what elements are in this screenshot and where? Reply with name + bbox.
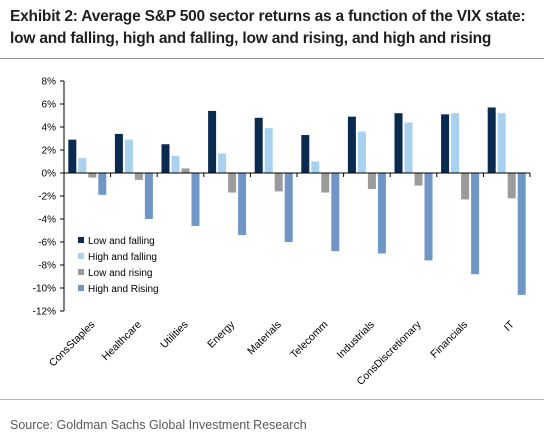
bar-high-and-falling — [404, 122, 413, 173]
bar-low-and-rising — [228, 173, 237, 193]
x-tick-label: ConsStaples — [47, 319, 98, 370]
footer-divider — [0, 399, 544, 400]
bar-low-and-falling — [161, 144, 170, 173]
bar-high-and-rising — [517, 173, 526, 295]
bar-low-and-rising — [367, 173, 376, 190]
bars — [68, 107, 526, 295]
y-tick-label: -2% — [38, 192, 56, 203]
bar-low-and-rising — [321, 173, 330, 193]
bar-high-and-falling — [124, 139, 133, 173]
bar-high-and-rising — [377, 173, 386, 254]
legend-swatch — [78, 285, 84, 291]
x-axis — [63, 172, 531, 177]
bar-chart: 8% 6% 4% 2% 0% -2% -4% -6% -8% -10% -12% ConsStapl… — [0, 60, 544, 398]
bar-high-and-rising — [424, 173, 433, 261]
y-tick-label: 6% — [42, 100, 57, 111]
bar-low-and-falling — [441, 114, 450, 173]
x-tick-label: Materials — [245, 319, 284, 358]
x-tick-label: Healthcare — [100, 319, 145, 364]
legend-label: Low and falling — [88, 236, 155, 247]
bar-low-and-rising — [88, 173, 97, 178]
bar-low-and-falling — [487, 107, 496, 173]
y-axis: 8% 6% 4% 2% 0% -2% -4% -6% -8% -10% -12% — [33, 77, 65, 318]
bar-high-and-rising — [144, 173, 153, 219]
y-tick-label: -12% — [33, 307, 56, 318]
y-tick-label: 2% — [42, 146, 57, 157]
bar-high-and-falling — [218, 153, 227, 173]
y-tick-label: 4% — [42, 123, 57, 134]
bar-high-and-rising — [471, 173, 480, 275]
title-divider — [0, 58, 544, 59]
bar-low-and-rising — [507, 173, 516, 199]
x-tick-label: Energy — [205, 318, 238, 351]
x-tick-label: Financials — [428, 319, 470, 361]
x-tick-label: Industrials — [335, 319, 377, 361]
y-tick-label: -4% — [38, 215, 56, 226]
bar-high-and-falling — [171, 155, 180, 173]
bar-high-and-falling — [357, 131, 366, 173]
bar-low-and-falling — [254, 117, 263, 173]
x-axis-labels: ConsStaples Healthcare Utilities Energy Mate… — [47, 318, 517, 388]
source-note: Source: Goldman Sachs Global Investment … — [10, 418, 307, 432]
bar-low-and-falling — [208, 110, 217, 173]
legend-label: High and falling — [88, 252, 157, 263]
bar-high-and-rising — [238, 173, 247, 236]
bar-high-and-falling — [497, 113, 506, 173]
legend-swatch — [78, 237, 84, 243]
bar-low-and-rising — [414, 173, 423, 186]
bar-low-and-rising — [134, 173, 143, 180]
x-tick-label: Utilities — [158, 319, 190, 351]
bar-high-and-falling — [78, 158, 87, 173]
y-tick-label: -6% — [38, 238, 56, 249]
bar-high-and-rising — [284, 173, 293, 242]
bar-low-and-falling — [394, 113, 403, 173]
y-tick-label: 8% — [42, 77, 57, 88]
bar-low-and-falling — [68, 139, 77, 173]
bar-low-and-falling — [347, 116, 356, 173]
bar-high-and-falling — [451, 113, 460, 173]
bar-low-and-falling — [301, 135, 310, 173]
x-tick-label: Telecomm — [288, 318, 330, 360]
legend: Low and falling High and falling Low and r… — [78, 236, 159, 295]
bar-low-and-rising — [461, 173, 470, 200]
legend-swatch — [78, 269, 84, 275]
bar-high-and-rising — [98, 173, 107, 195]
y-tick-label: 0% — [42, 169, 57, 180]
x-tick-label: IT — [502, 318, 517, 333]
chart-canvas: 8% 6% 4% 2% 0% -2% -4% -6% -8% -10% -12% ConsStapl… — [33, 77, 531, 388]
bar-low-and-falling — [114, 133, 123, 173]
bar-high-and-rising — [331, 173, 340, 252]
chart-title: Exhibit 2: Average S&P 500 sector return… — [10, 8, 526, 47]
y-tick-label: -8% — [38, 261, 56, 272]
y-tick-label: -10% — [33, 284, 56, 295]
bar-high-and-rising — [191, 173, 200, 226]
legend-swatch — [78, 253, 84, 259]
bar-low-and-rising — [181, 168, 190, 173]
legend-label: Low and rising — [88, 268, 152, 279]
bar-low-and-rising — [274, 173, 283, 192]
bar-high-and-falling — [311, 161, 320, 173]
legend-label: High and Rising — [88, 284, 159, 295]
bar-high-and-falling — [264, 128, 273, 173]
